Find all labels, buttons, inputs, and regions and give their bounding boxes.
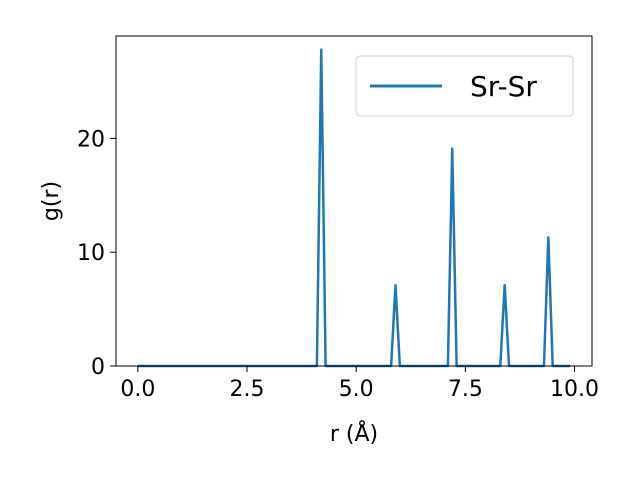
plot-frame — [115, 35, 593, 367]
legend: Sr-Sr — [355, 55, 574, 117]
x-tick-label: 5.0 — [339, 377, 374, 402]
y-tick-label: 10 — [77, 241, 105, 266]
y-axis-label: g(r) — [39, 181, 64, 221]
series-line-0 — [137, 48, 571, 368]
x-tick-label: 10.0 — [550, 377, 599, 402]
y-tick-label: 0 — [91, 355, 105, 380]
y-tick-label: 20 — [77, 127, 105, 152]
x-axis: 0.0 2.5 5.0 7.5 10.0 — [120, 366, 599, 402]
legend-box — [355, 55, 574, 117]
x-axis-label: r (Å) — [330, 420, 378, 447]
legend-label: Sr-Sr — [470, 70, 537, 103]
y-axis: 0 10 20 — [77, 127, 116, 380]
x-tick-label: 2.5 — [230, 377, 265, 402]
plot-area — [137, 48, 571, 368]
x-tick-label: 0.0 — [120, 377, 155, 402]
x-tick-label: 7.5 — [448, 377, 483, 402]
